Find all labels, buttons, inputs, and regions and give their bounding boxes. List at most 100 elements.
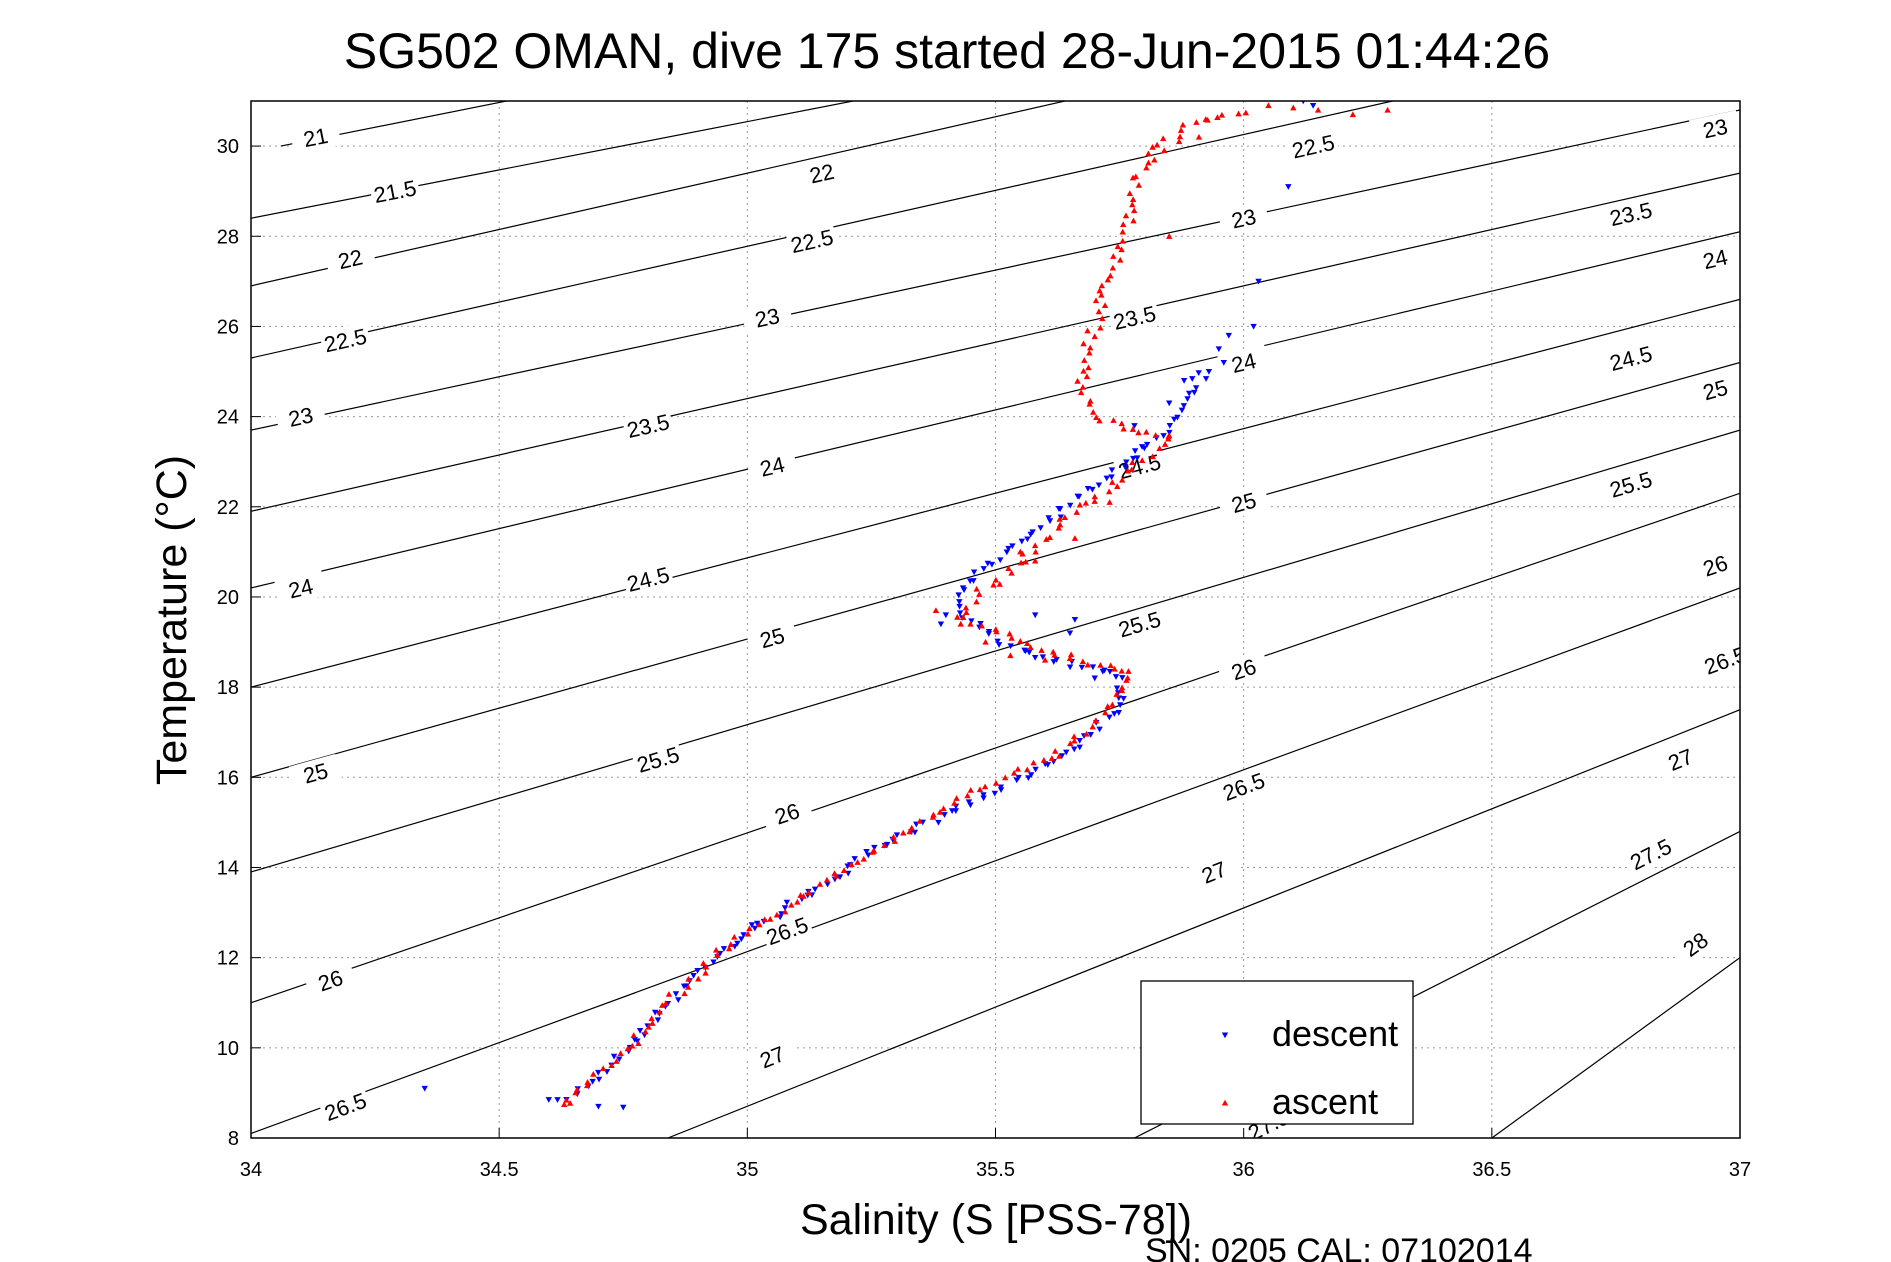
data-point <box>1193 119 1200 125</box>
contour-label-bg <box>368 173 421 209</box>
data-point <box>662 1000 670 1006</box>
data-point <box>1235 110 1242 117</box>
data-point <box>1032 557 1039 564</box>
data-point <box>1191 389 1198 396</box>
contour-label-text: 23 <box>753 303 782 333</box>
data-point <box>797 892 804 898</box>
contour-label-text: 24 <box>757 452 787 482</box>
contour-label-bg <box>1604 464 1658 504</box>
data-point <box>1145 150 1152 157</box>
data-point <box>1008 634 1015 641</box>
data-point <box>968 618 975 625</box>
data-point <box>1384 106 1391 113</box>
data-point <box>1118 246 1125 253</box>
contour-label: 24 <box>1217 344 1271 381</box>
data-point <box>712 946 720 953</box>
data-point <box>1108 467 1116 474</box>
data-point <box>988 561 996 568</box>
contour-label-bg <box>1286 128 1340 165</box>
data-point <box>1030 759 1037 766</box>
contour-label-bg <box>1698 639 1740 681</box>
data-point <box>702 969 709 976</box>
data-point <box>645 1023 652 1030</box>
data-point <box>1143 441 1151 448</box>
data-point <box>994 638 1001 645</box>
data-point <box>1092 717 1100 724</box>
data-point <box>883 841 891 848</box>
data-point <box>1124 674 1131 681</box>
data-point <box>848 861 855 867</box>
data-point <box>1051 651 1058 658</box>
data-point <box>1113 691 1120 697</box>
data-point <box>1087 732 1094 738</box>
legend-box <box>1140 980 1414 1125</box>
data-point <box>714 952 721 958</box>
contour-line <box>251 429 1740 873</box>
data-point <box>631 1036 638 1043</box>
data-point <box>1134 455 1141 462</box>
data-point <box>1049 648 1057 655</box>
contour-label-bg <box>740 299 794 336</box>
data-point <box>1078 664 1086 671</box>
data-point <box>1076 744 1083 751</box>
contour-label-bg <box>1604 195 1658 232</box>
data-point <box>1123 459 1130 466</box>
data-point <box>891 838 898 844</box>
data-point <box>1129 201 1136 208</box>
data-point <box>1108 474 1115 481</box>
data-point <box>748 922 756 928</box>
y-tick-label: 26 <box>217 316 239 338</box>
data-point <box>563 1096 570 1103</box>
data-point <box>1106 669 1114 675</box>
contour-label-bg <box>1217 344 1271 381</box>
data-point <box>731 943 738 950</box>
data-point <box>1032 612 1039 619</box>
data-point <box>560 1101 568 1107</box>
data-point <box>1091 498 1098 504</box>
data-point <box>1083 730 1090 737</box>
data-point <box>1095 482 1103 489</box>
data-point <box>966 578 974 585</box>
data-point <box>1076 737 1083 744</box>
data-point <box>1096 417 1103 424</box>
data-point <box>977 620 984 627</box>
data-point <box>788 901 795 908</box>
data-point <box>1026 649 1033 656</box>
data-point <box>1160 433 1167 439</box>
contour-label-text: 23 <box>1229 204 1258 234</box>
data-point <box>932 607 940 614</box>
data-point <box>690 973 697 979</box>
data-point <box>1084 327 1091 334</box>
data-point <box>1124 467 1132 474</box>
data-point <box>1032 766 1039 773</box>
data-point <box>1021 647 1028 654</box>
data-point <box>1066 630 1074 637</box>
data-point <box>1056 752 1063 759</box>
data-point <box>992 779 1000 786</box>
data-point <box>584 1078 591 1085</box>
contour-label-text: 24 <box>1700 244 1730 274</box>
data-point <box>1048 755 1056 761</box>
y-tick-label: 22 <box>217 497 239 519</box>
data-point <box>900 829 907 836</box>
data-point <box>1250 323 1257 330</box>
data-point <box>720 946 728 952</box>
data-point <box>1079 658 1087 665</box>
data-point <box>675 997 682 1004</box>
data-point <box>1074 493 1081 500</box>
data-point <box>635 1040 642 1046</box>
data-point <box>1057 514 1064 521</box>
y-tick-label: 30 <box>217 136 239 158</box>
data-point <box>962 604 970 611</box>
data-point <box>1104 276 1112 283</box>
data-point <box>816 880 824 887</box>
contour-label-bg <box>1216 649 1271 690</box>
plot-background <box>251 101 1740 1138</box>
contour-label-bg <box>274 398 327 435</box>
data-point <box>956 603 963 610</box>
data-point <box>1076 501 1084 508</box>
contour-label-bg <box>1653 738 1708 781</box>
data-point <box>1083 373 1091 380</box>
data-point <box>617 1050 624 1057</box>
